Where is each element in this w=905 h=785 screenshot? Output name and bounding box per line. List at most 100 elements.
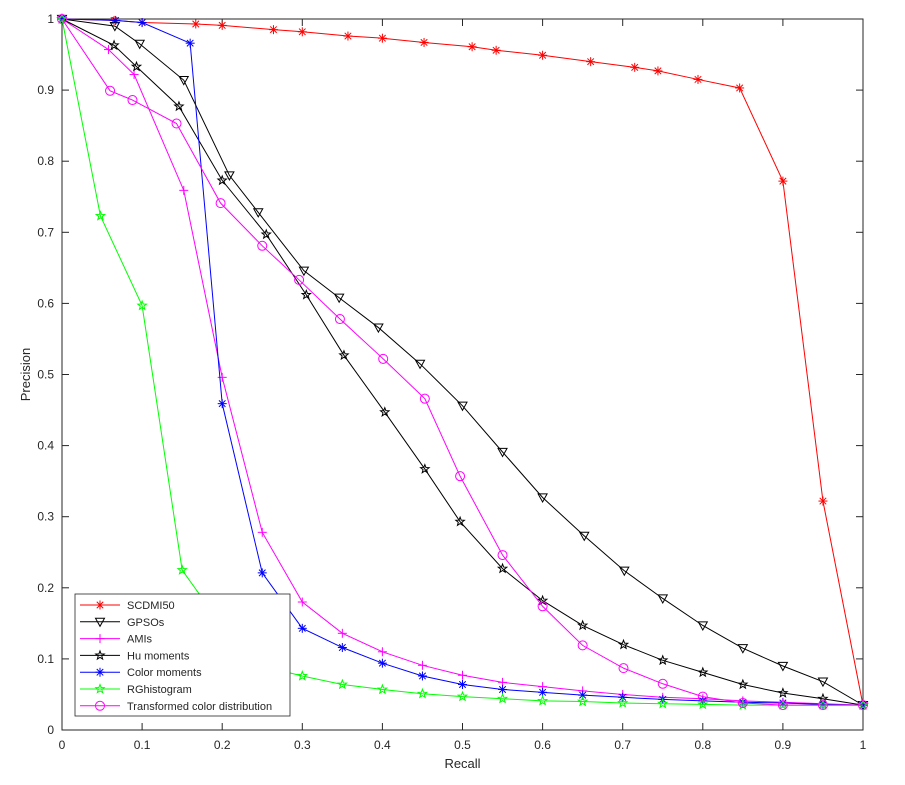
data-point	[111, 15, 121, 25]
legend-label: GPSOs	[127, 617, 165, 629]
data-point	[378, 353, 389, 364]
data-point	[737, 678, 749, 690]
data-point	[416, 687, 429, 699]
data-point	[191, 19, 201, 29]
y-tick-label: 0.9	[37, 83, 54, 97]
data-point	[109, 22, 121, 32]
data-point	[297, 623, 307, 633]
data-point	[578, 690, 588, 700]
legend-box	[74, 593, 291, 717]
data-point	[300, 288, 312, 300]
axis-ticks: 0 0.1 0.2 0.3 0.4 0.5 0.6 0.7 0.8 0.9 1 0 0.1 0.2 0.3 0…	[37, 12, 866, 752]
y-tick-label: 0.6	[37, 296, 54, 310]
data-point	[577, 640, 588, 651]
data-point	[334, 314, 345, 325]
data-point	[497, 550, 508, 561]
legend-entry: AMIs	[80, 634, 153, 646]
data-point	[257, 240, 268, 251]
data-point	[337, 643, 347, 653]
data-point	[257, 568, 267, 578]
x-tick-label: 0.4	[374, 738, 391, 752]
data-point	[134, 39, 146, 50]
legend-entry: Hu moments	[80, 649, 190, 662]
data-point	[498, 684, 508, 694]
data-point	[94, 210, 107, 221]
data-point	[777, 687, 789, 698]
legend-marker	[94, 683, 106, 694]
data-point	[298, 266, 310, 277]
data-point	[497, 447, 508, 458]
data-point	[268, 25, 278, 35]
legend-marker	[95, 667, 105, 677]
x-tick-label: 0.7	[614, 738, 631, 752]
legend-marker	[94, 649, 106, 661]
data-point	[294, 274, 305, 285]
data-point	[467, 42, 477, 52]
data-point	[137, 18, 147, 28]
legend-entry: RGhistogram	[80, 683, 192, 696]
legend-label: SCDMI50	[127, 600, 175, 612]
y-tick-label: 0	[47, 723, 54, 737]
y-tick-label: 0.5	[37, 368, 54, 382]
y-tick-label: 0.8	[37, 154, 54, 168]
x-tick-label: 1	[860, 738, 867, 752]
data-point	[224, 171, 235, 181]
data-point	[417, 660, 427, 670]
data-point	[617, 697, 629, 708]
data-point	[377, 33, 387, 43]
data-point	[618, 663, 629, 674]
data-point	[536, 694, 549, 706]
data-point	[577, 619, 589, 631]
data-point	[697, 666, 709, 678]
data-point	[185, 38, 195, 48]
data-point	[103, 45, 113, 55]
data-point	[456, 690, 469, 702]
data-point	[171, 118, 182, 129]
data-point	[618, 566, 630, 577]
legend-marker	[95, 634, 105, 644]
data-point	[697, 691, 708, 702]
series-line	[61, 18, 864, 706]
data-point	[657, 678, 668, 689]
y-axis-title: Precision	[18, 348, 33, 401]
y-tick-label: 0.7	[37, 225, 54, 239]
legend-entry: SCDMI50	[80, 600, 175, 612]
data-point	[586, 57, 596, 67]
y-tick-label: 0.1	[37, 652, 54, 666]
data-point	[108, 39, 120, 51]
y-tick-label: 0.3	[37, 510, 54, 524]
data-point	[377, 647, 387, 657]
data-point	[56, 13, 68, 24]
data-point	[373, 323, 384, 334]
legend-label: RGhistogram	[127, 684, 192, 696]
data-point	[817, 677, 829, 688]
legend-marker	[95, 700, 105, 711]
data-point	[297, 27, 307, 37]
x-tick-label: 0.3	[294, 738, 311, 752]
data-point	[217, 399, 227, 409]
legend-label: Hu moments	[127, 650, 190, 662]
x-tick-label: 0.9	[775, 738, 792, 752]
data-point	[260, 228, 272, 240]
data-point	[419, 463, 431, 474]
data-point	[818, 496, 828, 506]
data-point	[105, 85, 116, 96]
data-point	[817, 700, 828, 711]
data-point	[778, 176, 788, 186]
x-tick-label: 0.2	[214, 738, 231, 752]
data-point	[176, 564, 188, 575]
x-tick-label: 0.8	[694, 738, 711, 752]
data-point	[343, 31, 353, 41]
data-point	[697, 698, 709, 710]
data-point	[178, 76, 190, 86]
data-point	[338, 349, 350, 361]
series-0	[57, 14, 868, 710]
data-point	[217, 20, 227, 30]
data-point	[657, 654, 669, 666]
data-point	[215, 198, 226, 209]
data-point	[617, 638, 630, 650]
legend-entry: Transformed color distribution	[80, 700, 272, 713]
legend-label: Color moments	[127, 667, 202, 679]
data-point	[630, 62, 640, 72]
